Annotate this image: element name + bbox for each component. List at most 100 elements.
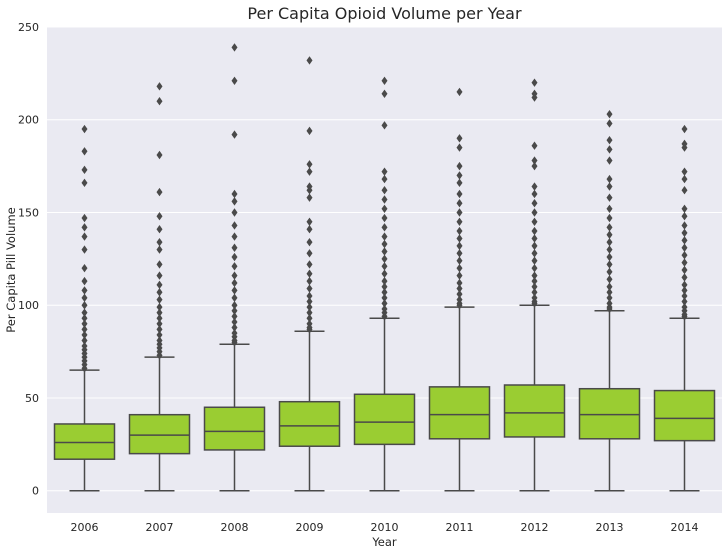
outlier-point bbox=[306, 193, 313, 202]
box-iqr bbox=[653, 389, 716, 442]
outlier-point bbox=[456, 226, 463, 236]
outlier-point bbox=[531, 241, 538, 251]
outlier-point bbox=[681, 280, 688, 290]
outlier-point bbox=[306, 297, 313, 306]
outlier-point bbox=[531, 182, 538, 191]
outlier-point bbox=[456, 171, 463, 180]
outlier-point bbox=[456, 289, 463, 299]
box-2007 bbox=[128, 82, 191, 492]
outlier-point bbox=[681, 258, 688, 267]
outlier-point bbox=[681, 204, 688, 213]
outlier-point bbox=[306, 302, 313, 312]
outlier-point bbox=[456, 143, 463, 152]
outlier-point bbox=[231, 317, 238, 327]
outlier-point bbox=[306, 217, 313, 226]
outlier-point bbox=[156, 224, 163, 234]
outlier-point bbox=[531, 208, 538, 217]
outlier-point bbox=[306, 237, 313, 247]
outlier-point bbox=[531, 226, 538, 236]
outlier-point bbox=[381, 288, 388, 297]
outlier-point bbox=[306, 249, 313, 258]
outlier-point bbox=[306, 269, 313, 278]
outlier-point bbox=[456, 217, 463, 226]
box-iqr bbox=[428, 386, 491, 440]
x-tick-label: 2014 bbox=[671, 521, 699, 534]
outlier-point bbox=[381, 254, 388, 264]
outlier-point bbox=[606, 230, 613, 239]
outlier-point bbox=[456, 249, 463, 258]
outlier-point bbox=[306, 291, 313, 301]
outlier-point bbox=[531, 299, 538, 308]
outlier-point bbox=[606, 156, 613, 165]
outlier-point bbox=[231, 271, 238, 280]
outlier-point bbox=[156, 295, 163, 304]
box-iqr bbox=[353, 393, 416, 446]
outlier-point bbox=[606, 282, 613, 291]
outlier-point bbox=[81, 276, 88, 286]
outlier-point bbox=[156, 260, 163, 269]
outlier-point bbox=[306, 56, 313, 65]
outlier-point bbox=[156, 288, 163, 297]
outlier-point bbox=[231, 312, 238, 321]
outlier-point bbox=[306, 160, 313, 169]
outlier-point bbox=[231, 76, 238, 85]
box-2008 bbox=[203, 43, 266, 492]
outlier-point bbox=[456, 271, 463, 280]
outlier-point bbox=[156, 212, 163, 221]
y-axis-ticks: 0 50 100 150 200 250 bbox=[18, 21, 39, 498]
outlier-point bbox=[681, 228, 688, 238]
outlier-point bbox=[81, 286, 88, 295]
outlier-point bbox=[681, 250, 688, 260]
outlier-point bbox=[531, 93, 538, 102]
chart-title: Per Capita Opioid Volume per Year bbox=[247, 4, 522, 23]
x-tick-label: 2009 bbox=[296, 521, 324, 534]
outlier-point bbox=[156, 351, 163, 360]
outlier-point bbox=[606, 260, 613, 269]
outlier-point bbox=[231, 208, 238, 217]
outlier-point bbox=[81, 232, 88, 241]
outlier-point bbox=[606, 145, 613, 154]
outlier-point bbox=[381, 195, 388, 204]
outlier-point bbox=[456, 301, 463, 310]
outlier-point bbox=[456, 263, 463, 273]
outlier-point bbox=[606, 237, 613, 247]
outlier-point bbox=[681, 312, 688, 321]
outlier-point bbox=[681, 286, 688, 295]
outlier-point bbox=[606, 109, 613, 119]
outlier-point bbox=[531, 161, 538, 171]
outlier-point bbox=[681, 243, 688, 252]
outlier-point bbox=[306, 126, 313, 136]
box-iqr bbox=[278, 400, 341, 447]
box-2010 bbox=[353, 76, 416, 492]
outlier-point bbox=[231, 306, 238, 316]
x-tick-label: 2012 bbox=[521, 521, 549, 534]
outlier-point bbox=[531, 156, 538, 165]
outlier-point bbox=[381, 89, 388, 98]
outlier-point bbox=[606, 119, 613, 128]
outlier-point bbox=[381, 121, 388, 130]
outlier-point bbox=[381, 239, 388, 249]
outlier-point bbox=[681, 265, 688, 275]
outlier-point bbox=[606, 275, 613, 284]
outlier-point bbox=[456, 284, 463, 293]
outlier-point bbox=[681, 143, 688, 152]
y-tick-label: 150 bbox=[18, 206, 39, 219]
outlier-point bbox=[681, 221, 688, 230]
outlier-point bbox=[381, 76, 388, 85]
outlier-point bbox=[456, 208, 463, 217]
outlier-point bbox=[381, 247, 388, 256]
outlier-point bbox=[531, 282, 538, 291]
outlier-point bbox=[81, 124, 88, 134]
outlier-point bbox=[306, 186, 313, 195]
box-iqr bbox=[203, 406, 266, 451]
outlier-point bbox=[81, 330, 88, 340]
outlier-point bbox=[381, 213, 388, 223]
outlier-point bbox=[456, 256, 463, 265]
outlier-point bbox=[681, 212, 688, 221]
outlier-point bbox=[156, 237, 163, 247]
y-axis-label: Per Capita Pill Volume bbox=[4, 207, 18, 332]
outlier-point bbox=[381, 269, 388, 278]
y-tick-label: 50 bbox=[25, 392, 39, 405]
outlier-point bbox=[681, 297, 688, 306]
